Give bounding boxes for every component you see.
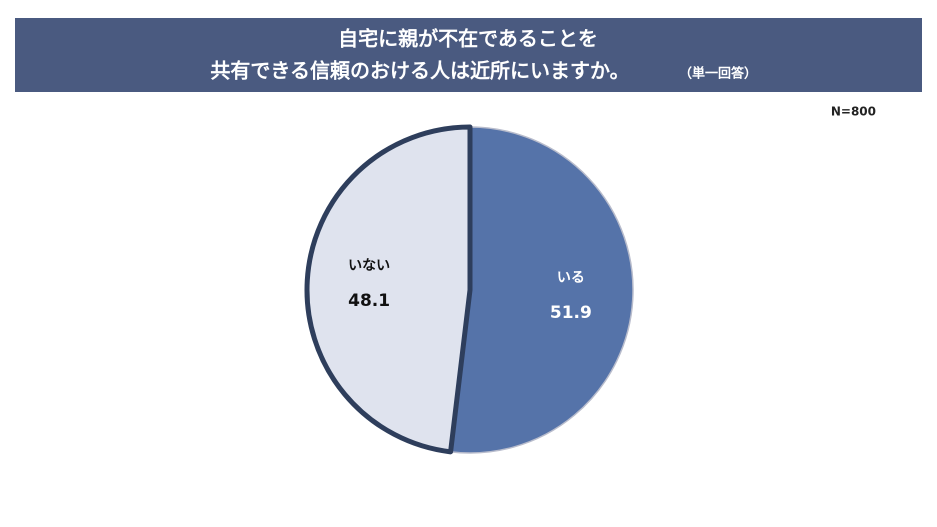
chart-title: 共有できる信頼のおける人は近所にいますか。: [210, 59, 629, 83]
chart-subtitle: （単一回答）: [679, 66, 757, 82]
title-banner: [15, 18, 922, 92]
slice-label: いない: [348, 258, 390, 274]
pie-slice: [304, 124, 473, 455]
chart-title: 自宅に親が不在であることを: [338, 27, 598, 51]
slice-value: 48.1: [348, 291, 390, 311]
slice-value: 51.9: [550, 303, 592, 323]
pie-slice: [449, 126, 634, 454]
sample-size: N=800: [831, 105, 876, 119]
slice-label: いる: [557, 270, 585, 286]
